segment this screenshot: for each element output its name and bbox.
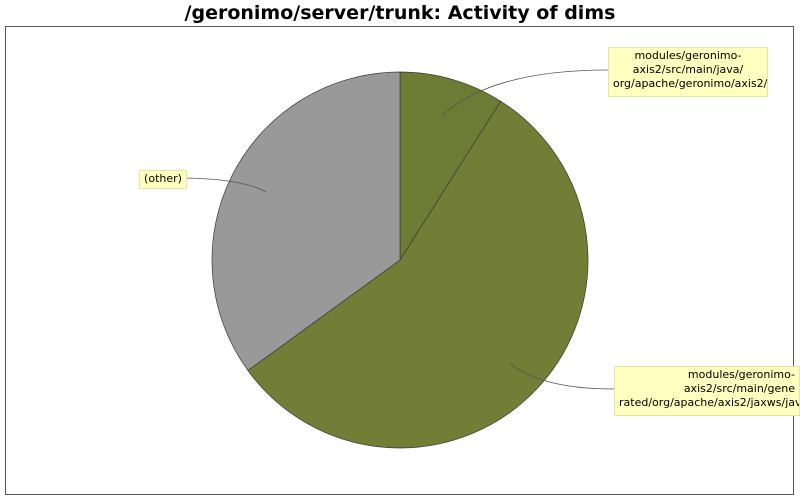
leader-line-1 [509, 362, 615, 390]
slice-label-axis2: modules/geronimo- axis2/src/main/java/ o… [608, 47, 768, 97]
leader-line-2 [177, 177, 267, 193]
slice-label-other: (other) [139, 170, 187, 189]
slice-other [211, 71, 401, 371]
leader-line-0 [441, 69, 609, 116]
slice-label-generated-jaxws: modules/geronimo- axis2/src/main/gene ra… [614, 366, 800, 416]
chart-title: /geronimo/server/trunk: Activity of dims [184, 2, 616, 24]
slice-generated-jaxws [247, 100, 589, 449]
slice-axis2 [399, 71, 502, 262]
